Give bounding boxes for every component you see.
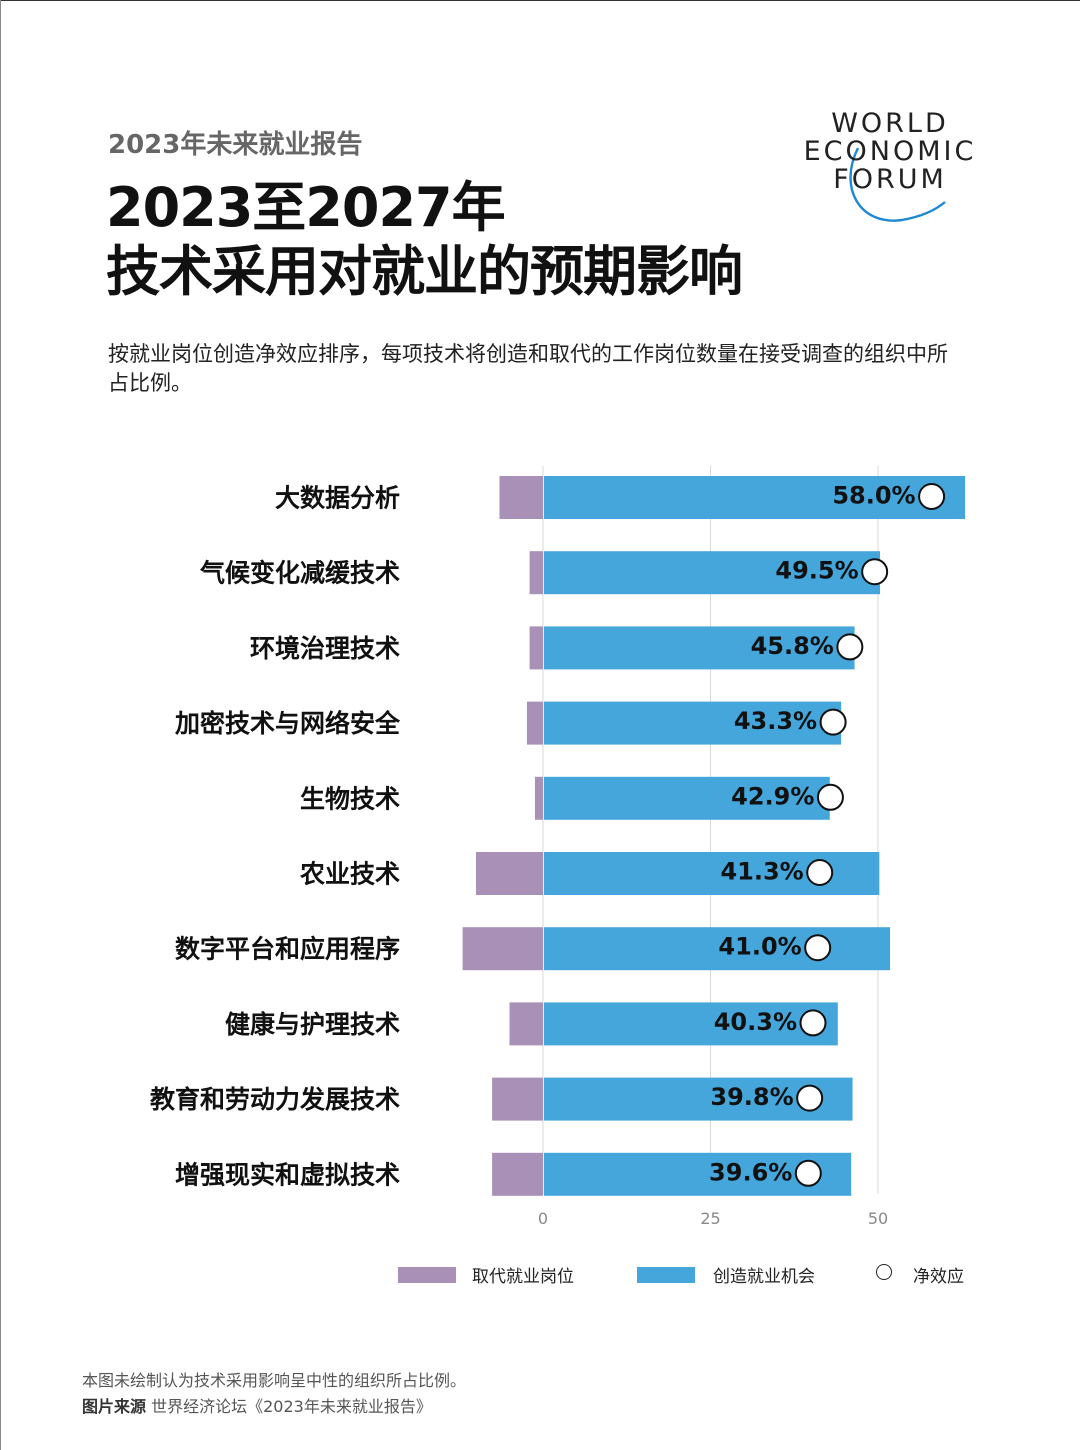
- net-value-label: 40.3%: [714, 1008, 797, 1036]
- legend-marker-net: [876, 1264, 892, 1280]
- bar-displaced: [509, 1002, 543, 1046]
- net-effect-marker: [796, 1084, 824, 1112]
- report-name: 2023年未来就业报告: [108, 130, 363, 160]
- bar-displaced: [492, 1077, 543, 1121]
- wef-logo-line-1: WORLD: [831, 108, 949, 139]
- category-label: 气候变化减缓技术: [199, 559, 400, 588]
- net-value-label: 45.8%: [751, 632, 834, 660]
- net-effect-marker: [804, 934, 832, 962]
- category-label: 健康与护理技术: [225, 1010, 400, 1039]
- bar-displaced: [492, 1152, 543, 1196]
- net-effect-marker: [794, 1159, 822, 1187]
- category-label: 教育和劳动力发展技术: [150, 1085, 400, 1114]
- category-label: 大数据分析: [275, 484, 400, 513]
- footnote: 本图未绘制认为技术采用影响呈中性的组织所占比例。 图片来源 世界经济论坛《202…: [82, 1368, 466, 1420]
- net-effect-marker: [836, 633, 864, 661]
- net-value-label: 43.3%: [734, 707, 817, 735]
- bar-displaced: [534, 776, 543, 820]
- footnote-source-text: 世界经济论坛《2023年未来就业报告》: [146, 1397, 432, 1416]
- title-line-2: 技术采用对就业的预期影响: [106, 240, 743, 303]
- legend-label-displaced: 取代就业岗位: [472, 1267, 574, 1287]
- bar-displaced: [526, 701, 543, 745]
- bar-displaced: [499, 476, 543, 519]
- frame-top-border: [0, 0, 1080, 1]
- wef-logo-line-3: FORUM: [833, 164, 947, 195]
- category-label: 增强现实和虚拟技术: [175, 1160, 400, 1189]
- bar-displaced: [529, 626, 543, 670]
- net-value-label: 42.9%: [731, 782, 814, 810]
- net-value-label: 49.5%: [775, 557, 858, 585]
- wef-logo-line-2: ECONOMIC: [803, 136, 977, 167]
- legend-swatch-displaced: [398, 1267, 456, 1283]
- bar-created: [544, 776, 830, 820]
- net-value-label: 41.0%: [718, 933, 801, 961]
- net-effect-marker: [806, 859, 834, 886]
- frame-left-border: [0, 0, 1, 1450]
- bar-created: [544, 927, 891, 971]
- page-title: 2023至2027年 技术采用对就业的预期影响: [106, 176, 743, 304]
- category-label: 生物技术: [300, 784, 400, 813]
- footnote-source-label: 图片来源: [82, 1397, 147, 1416]
- bar-displaced: [476, 852, 543, 895]
- category-label: 数字平台和应用程序: [175, 935, 400, 964]
- net-effect-marker: [819, 708, 847, 736]
- chart-description: 按就业岗位创造净效应排序，每项技术将创造和取代的工作岗位数量在接受调查的组织中所…: [108, 342, 948, 395]
- net-effect-marker: [799, 1009, 827, 1037]
- title-line-1: 2023至2027年: [106, 176, 506, 239]
- footnote-source: 图片来源 世界经济论坛《2023年未来就业报告》: [82, 1394, 466, 1420]
- net-value-label: 39.8%: [710, 1083, 793, 1111]
- chart-svg: 0 25 50 大数据分析 58.0% 气候变化减缓技术 49.5% 环境治理技术 45.8% 加…: [150, 466, 966, 1228]
- wef-logo: WORLD ECONOMIC FORUM: [790, 108, 990, 228]
- bar-created: [544, 1002, 838, 1046]
- x-tick-label: 50: [868, 1209, 888, 1228]
- bar-displaced: [529, 551, 543, 595]
- net-effect-marker: [816, 783, 844, 811]
- x-tick-label: 0: [538, 1209, 548, 1228]
- net-value-label: 58.0%: [832, 482, 915, 510]
- category-label: 加密技术与网络安全: [174, 709, 401, 738]
- category-label: 农业技术: [299, 860, 400, 889]
- x-tick-label: 25: [700, 1209, 720, 1228]
- wef-logo-arc: [849, 147, 946, 222]
- bar-created: [544, 626, 855, 670]
- legend-label-net: 净效应: [913, 1267, 964, 1287]
- footnote-note: 本图未绘制认为技术采用影响呈中性的组织所占比例。: [82, 1371, 467, 1390]
- net-value-label: 39.6%: [709, 1158, 792, 1186]
- legend-label-created: 创造就业机会: [713, 1267, 815, 1287]
- bar-created: [544, 701, 842, 745]
- net-effect-marker: [918, 483, 946, 510]
- bar-created: [544, 476, 966, 519]
- net-effect-marker: [861, 558, 889, 586]
- category-label: 环境治理技术: [250, 634, 400, 663]
- legend-swatch-created: [637, 1267, 695, 1283]
- chart-legend: 取代就业岗位 创造就业机会 净效应: [0, 1260, 1080, 1290]
- bar-created: [544, 551, 881, 595]
- bar-displaced: [462, 927, 543, 971]
- net-value-label: 41.3%: [720, 858, 803, 886]
